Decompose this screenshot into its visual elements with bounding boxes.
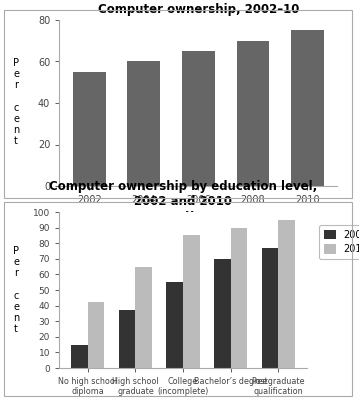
Bar: [214, 259, 231, 368]
Bar: [88, 302, 104, 368]
Bar: [135, 266, 152, 368]
Bar: [237, 41, 269, 186]
Bar: [262, 248, 278, 368]
Bar: [127, 62, 160, 186]
Text: P
e
r
 
c
e
n
t: P e r c e n t: [13, 58, 19, 146]
Bar: [73, 72, 106, 186]
Bar: [119, 310, 135, 368]
Bar: [71, 344, 88, 368]
Bar: [182, 51, 215, 186]
Bar: [231, 228, 247, 368]
Legend: 2002, 2010: 2002, 2010: [319, 225, 359, 259]
Bar: [183, 235, 200, 368]
X-axis label: Year: Year: [186, 210, 211, 220]
Title: Computer ownership by education level,
2002 and 2010: Computer ownership by education level, 2…: [49, 180, 317, 208]
Bar: [278, 220, 295, 368]
Bar: [167, 282, 183, 368]
Bar: [291, 30, 324, 186]
Title: Computer ownership, 2002–10: Computer ownership, 2002–10: [98, 3, 299, 16]
Text: P
e
r
 
c
e
n
t: P e r c e n t: [13, 246, 19, 334]
